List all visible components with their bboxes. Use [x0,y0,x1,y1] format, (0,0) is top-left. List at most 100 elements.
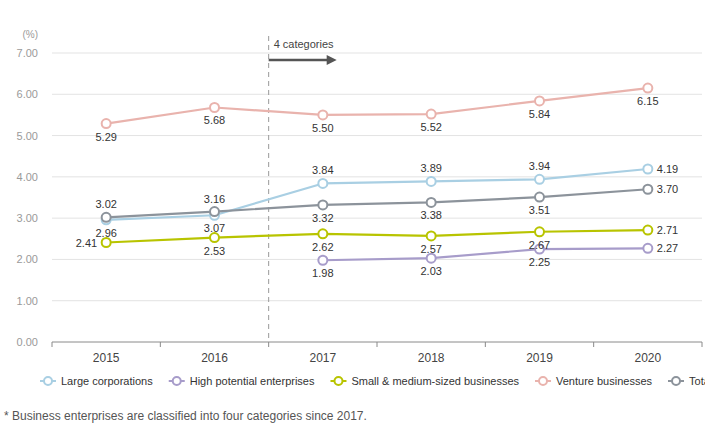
data-label: 6.15 [637,95,658,107]
legend-marker [173,377,181,385]
data-label: 3.07 [204,222,225,234]
series-marker [643,165,652,174]
data-label: 3.16 [204,193,225,205]
series-marker [102,238,111,247]
series-marker [210,103,219,112]
series-marker [318,229,327,238]
grid-line [52,300,702,301]
data-label: 4.19 [657,163,678,175]
series-marker [318,200,327,209]
annotation-arrow [269,59,329,62]
x-tick [268,342,269,347]
y-tick-label: 3.00 [17,212,38,224]
data-label: 5.84 [529,108,550,120]
series-marker [643,84,652,93]
series-marker [535,227,544,236]
series-marker [210,207,219,216]
annotation: 4 categories [274,38,334,50]
y-tick-label: 7.00 [17,47,38,59]
series-line [106,169,648,220]
data-label: 2.62 [312,241,333,253]
data-label: 2.71 [657,224,678,236]
series-marker [102,213,111,222]
legend-marker [539,377,547,385]
x-tick-label: 2017 [309,351,336,365]
series-marker [643,244,652,253]
data-label: 2.27 [657,242,678,254]
legend-label: High potential enterprises [190,375,315,387]
series-marker [427,198,436,207]
series-line [106,230,648,242]
x-tick-label: 2019 [526,351,553,365]
series-marker [535,175,544,184]
series-marker [102,119,111,128]
data-label: 2.03 [420,265,441,277]
data-label: 3.51 [529,204,550,216]
y-tick-label: 2.00 [17,253,38,265]
data-label: 3.89 [420,162,441,174]
data-label: 5.52 [420,121,441,133]
grid-line [52,53,702,54]
data-label: 3.70 [657,183,678,195]
data-label: 2.25 [529,256,550,268]
legend-marker [672,377,680,385]
x-tick [160,342,161,347]
annotation-arrowhead [327,55,337,65]
data-label: 3.32 [312,212,333,224]
series-marker [643,226,652,235]
series-line [323,248,648,260]
legend-label: Total [689,375,705,387]
series-marker [210,233,219,242]
legend: Large corporations High potential enterpr… [40,375,705,387]
data-label: 3.38 [420,209,441,221]
series-marker [535,193,544,202]
data-label: 1.98 [312,267,333,279]
plot-area [102,84,653,265]
category-divider [268,36,269,342]
y-tick-label: 6.00 [17,88,38,100]
x-tick [52,342,53,347]
data-label: 5.50 [312,122,333,134]
x-tick-end [702,342,703,347]
y-tick-label: 5.00 [17,130,38,142]
legend-label: Large corporations [61,375,153,387]
x-tick [377,342,378,347]
data-labels: 2.963.073.843.893.944.191.982.032.252.27… [76,95,679,279]
series-marker [427,110,436,119]
x-tick-label: 2016 [201,351,228,365]
series-marker [427,254,436,263]
data-label: 3.94 [529,160,550,172]
grid-line [52,135,702,136]
x-tick-label: 2015 [93,351,120,365]
data-label: 5.68 [204,114,225,126]
data-label: 2.57 [420,243,441,255]
series-marker [643,185,652,194]
data-label: 2.96 [95,227,116,239]
legend-label: Small & medium-sized businesses [351,375,519,387]
series-marker [427,177,436,186]
y-tick-label: 1.00 [17,295,38,307]
data-label: 2.67 [529,239,550,251]
series-marker [427,231,436,240]
y-axis-label: (%) [22,29,38,40]
y-tick-label: 4.00 [17,171,38,183]
x-tick-label: 2018 [418,351,445,365]
footnote: * Business enterprises are classified in… [4,409,367,423]
series-marker [318,110,327,119]
series-line [106,189,648,217]
data-label: 5.29 [95,131,116,143]
data-label: 2.53 [204,245,225,257]
series-marker [318,179,327,188]
chart: 0.00 1.00 2.00 3.00 4.00 5.00 6.00 7.00 (%) 2015 2… [0,0,705,429]
series-marker [535,96,544,105]
legend-label: Venture businesses [556,375,653,387]
series-line [106,88,648,124]
data-label: 3.02 [95,198,116,210]
x-tick-label: 2020 [634,351,661,365]
legend-marker [334,377,342,385]
y-tick-label: 0.00 [17,336,38,348]
grid-line [52,176,702,177]
series-marker [318,256,327,265]
x-tick [593,342,594,347]
x-tick [485,342,486,347]
